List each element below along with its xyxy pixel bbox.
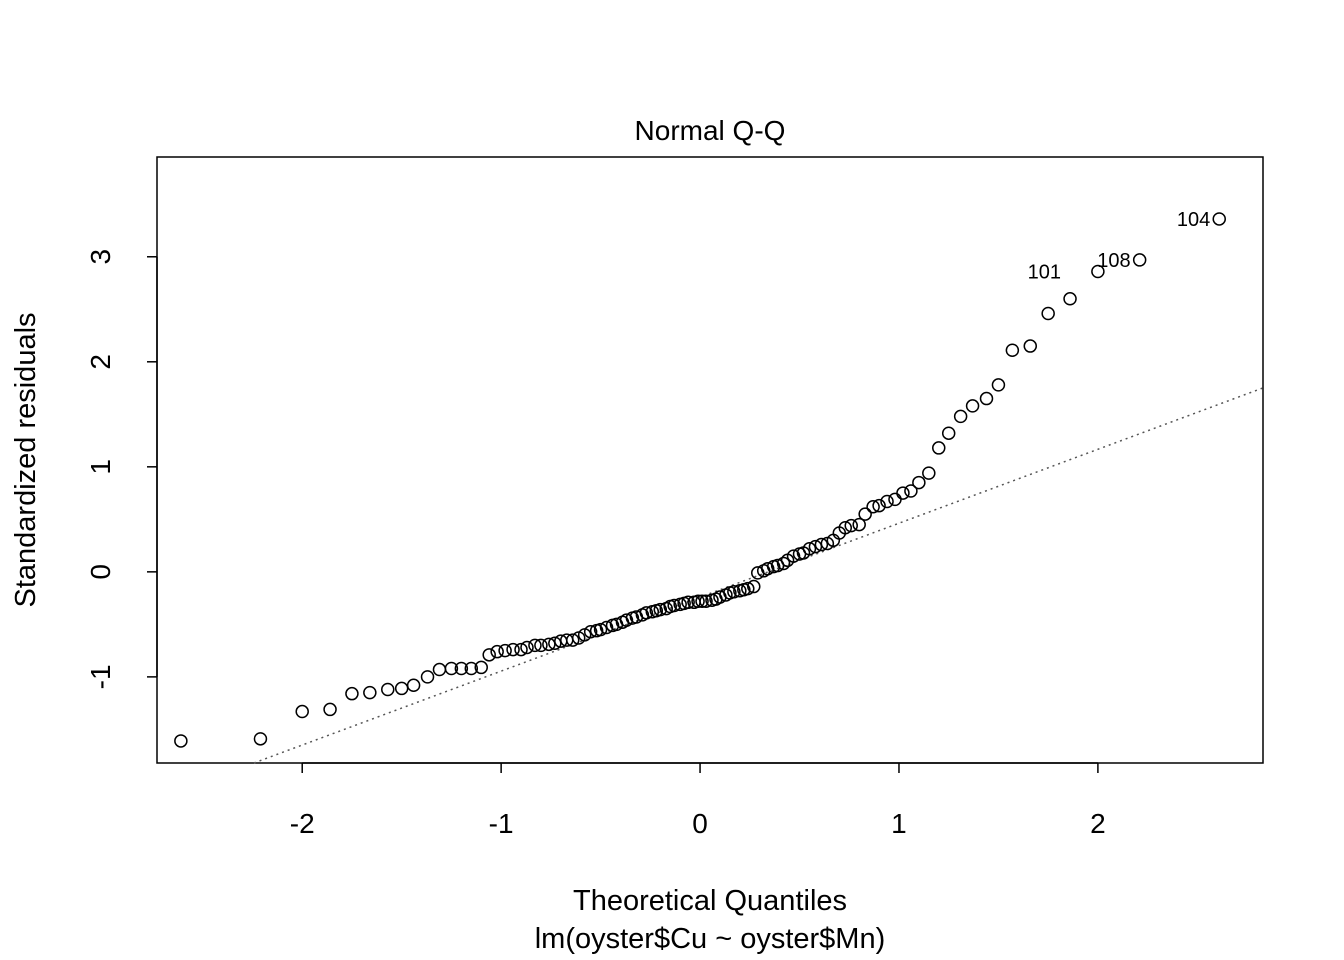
data-point [896,486,910,500]
data-point [667,598,681,613]
data-point [639,606,654,620]
data-point [844,518,858,533]
data-point [520,640,534,655]
data-point [838,520,853,535]
y-tick-label: 1 [85,459,116,475]
data-point [599,620,614,635]
y-tick-label: -1 [85,664,116,689]
data-point [534,638,548,653]
x-axis-label: Theoretical Quantiles [573,885,847,917]
data-point [681,595,695,610]
data-point [323,702,337,717]
data-points [174,212,1226,748]
data-point [253,732,268,746]
data-point [345,686,359,701]
data-point [965,399,980,413]
data-point [904,484,918,498]
data-point [406,678,421,693]
data-point [727,585,741,599]
data-point [691,594,705,609]
data-point [474,660,488,675]
data-point [912,475,926,490]
data-point [922,466,936,480]
data-point [1212,212,1226,226]
reference-line [253,387,1264,764]
data-point [1023,339,1038,353]
data-point [747,579,761,594]
data-point [888,492,902,507]
x-axis: -2 -1 0 1 2 [290,762,1106,839]
data-point [1132,253,1147,267]
data-point [363,685,377,700]
point-label: 104 [1177,209,1210,231]
data-point [1063,292,1077,306]
x-tick-label: 0 [692,808,708,839]
x-tick-label: -1 [489,808,514,839]
data-point [482,648,496,662]
data-point [380,682,395,697]
plot-frame [156,156,1264,764]
data-point [1091,264,1105,279]
data-point [872,498,886,513]
data-point [802,541,817,556]
data-point [506,642,520,657]
data-point [653,602,668,617]
data-point [814,537,829,552]
x-axis-sublabel: lm(oyster$Cu ~ oyster$Mn) [535,923,886,955]
x-tick-label: -2 [290,808,315,839]
data-point [295,704,309,719]
data-point [932,441,946,455]
data-point [880,494,894,509]
y-tick-label: 0 [85,564,116,580]
chart-title: Normal Q-Q [635,115,786,146]
data-point [420,670,435,684]
data-point [444,661,459,676]
data-point [490,644,504,659]
data-point [514,642,528,657]
data-point [741,581,755,596]
data-point [991,378,1006,392]
data-point [858,507,872,521]
data-point [852,517,866,532]
data-point [695,594,709,609]
data-point [464,661,479,676]
data-point [760,561,775,576]
data-point [979,391,994,406]
data-point [394,681,409,696]
data-point [1005,343,1020,357]
data-point [776,556,791,571]
y-axis: -1 0 1 2 3 [85,249,158,689]
point-labels: 101 108 104 [1028,209,1211,284]
data-point [699,594,713,609]
y-tick-label: 2 [85,354,116,370]
point-label: 101 [1028,261,1061,283]
data-point [941,426,956,440]
data-point [619,613,634,627]
x-tick-label: 2 [1090,808,1106,839]
x-tick-label: 1 [891,808,907,839]
data-point [454,661,469,676]
data-point [866,499,880,514]
point-label: 108 [1097,250,1130,272]
data-point [583,624,598,639]
data-point [432,662,447,677]
data-point [953,409,968,424]
data-point [565,633,580,647]
data-point [1041,306,1055,321]
data-point [786,549,801,563]
data-point [174,734,188,748]
y-tick-label: 3 [85,249,116,265]
y-axis-label: Standardized residuals [10,312,42,607]
data-point [593,622,608,637]
data-point [498,643,512,658]
data-point [528,638,542,653]
